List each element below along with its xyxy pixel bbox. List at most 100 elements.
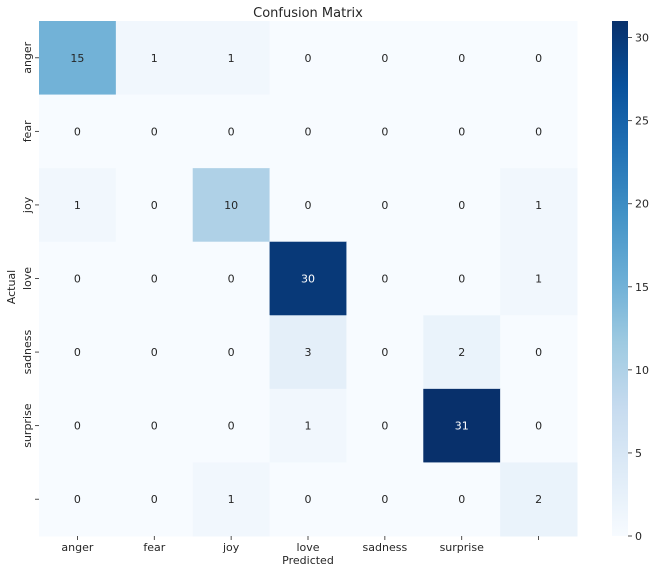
cell-value-label: 0 <box>151 199 158 212</box>
heatmap-cell <box>269 94 347 169</box>
heatmap-cell <box>346 388 424 463</box>
x-tick-label: joy <box>222 541 240 554</box>
heatmap-cell <box>192 94 271 169</box>
cell-value-label: 0 <box>228 273 235 286</box>
cell-value-label: 0 <box>74 125 81 138</box>
cell-value-label: 0 <box>381 346 388 359</box>
heatmap-cell <box>39 315 117 390</box>
y-axis-ticks: anger fear joy love sadness surprise <box>21 41 39 500</box>
cell-value-label: 0 <box>151 420 158 433</box>
x-tick-label: fear <box>143 541 165 554</box>
heatmap-cell <box>269 388 347 463</box>
cell-value-label: 0 <box>74 420 81 433</box>
heatmap-cell <box>269 168 347 243</box>
cell-value-label: 3 <box>305 346 312 359</box>
heatmap-cell <box>500 94 578 169</box>
cell-value-label: 0 <box>535 420 542 433</box>
x-tick-label: surprise <box>440 541 485 554</box>
heatmap-cell <box>423 462 501 537</box>
cell-value-label: 1 <box>228 52 235 65</box>
heatmap-cell <box>500 21 578 96</box>
cell-value-label: 0 <box>458 52 465 65</box>
colorbar-tick-label: 25 <box>635 115 649 128</box>
cell-value-label: 0 <box>305 125 312 138</box>
heatmap-cell <box>346 94 424 169</box>
cell-value-label: 0 <box>381 125 388 138</box>
cell-value-label: 0 <box>151 273 158 286</box>
heatmap-cell <box>346 241 424 316</box>
heatmap-cell <box>269 21 347 96</box>
y-axis-label: Actual <box>5 270 18 304</box>
cell-value-label: 31 <box>455 420 469 433</box>
heatmap-cell <box>500 388 578 463</box>
x-tick-label: love <box>296 541 319 554</box>
colorbar-tick-label: 5 <box>635 447 642 460</box>
y-tick-label: fear <box>21 120 34 142</box>
heatmap-cells: 15 1 1 0 0 0 00 0 0 0 0 0 01 0 10 0 0 0 10 0 0 30 0 0 10 0 0 3 0 2 00 0… <box>39 21 578 537</box>
cell-value-label: 1 <box>74 199 81 212</box>
heatmap-cell <box>192 388 271 463</box>
heatmap-cell <box>39 21 117 96</box>
cell-value-label: 0 <box>228 346 235 359</box>
cell-value-label: 2 <box>458 346 465 359</box>
heatmap-cell <box>346 315 424 390</box>
x-tick-label: sadness <box>363 541 408 554</box>
heatmap-cell <box>115 315 194 390</box>
heatmap-cell <box>39 388 117 463</box>
heatmap-cell <box>115 241 194 316</box>
cell-value-label: 0 <box>381 52 388 65</box>
heatmap-cell <box>346 462 424 537</box>
heatmap-cell <box>39 462 117 537</box>
x-axis-label: Predicted <box>282 554 334 567</box>
cell-value-label: 1 <box>305 420 312 433</box>
heatmap-cell <box>269 315 347 390</box>
heatmap-cell <box>346 21 424 96</box>
cell-value-label: 0 <box>458 199 465 212</box>
y-tick-label: love <box>21 267 34 290</box>
cell-value-label: 10 <box>224 199 238 212</box>
y-tick-label: joy <box>21 196 34 214</box>
heatmap-cell <box>115 168 194 243</box>
heatmap-cell <box>423 168 501 243</box>
cell-value-label: 0 <box>151 346 158 359</box>
colorbar-tick-label: 20 <box>635 198 649 211</box>
cell-value-label: 0 <box>458 125 465 138</box>
cell-value-label: 0 <box>151 493 158 506</box>
heatmap-cell <box>39 241 117 316</box>
cell-value-label: 0 <box>535 346 542 359</box>
heatmap-cell <box>192 168 271 243</box>
heatmap-cell <box>500 462 578 537</box>
y-tick-label: surprise <box>21 403 34 448</box>
heatmap-cell <box>115 21 194 96</box>
heatmap-cell <box>115 94 194 169</box>
cell-value-label: 1 <box>535 273 542 286</box>
colorbar-tick-label: 30 <box>635 32 649 45</box>
heatmap-cell <box>423 315 501 390</box>
cell-value-label: 0 <box>458 273 465 286</box>
cell-value-label: 0 <box>74 346 81 359</box>
heatmap-cell <box>39 168 117 243</box>
cell-value-label: 0 <box>305 52 312 65</box>
cell-value-label: 0 <box>381 420 388 433</box>
colorbar-tick-label: 0 <box>635 530 642 543</box>
cell-value-label: 0 <box>305 199 312 212</box>
chart-title: Confusion Matrix <box>253 6 363 21</box>
cell-value-label: 0 <box>305 493 312 506</box>
heatmap-cell <box>423 388 501 463</box>
cell-value-label: 0 <box>228 420 235 433</box>
heatmap-cell <box>500 315 578 390</box>
cell-value-label: 0 <box>151 125 158 138</box>
cell-value-label: 0 <box>74 493 81 506</box>
heatmap-cell <box>423 21 501 96</box>
cell-value-label: 0 <box>535 52 542 65</box>
cell-value-label: 0 <box>228 125 235 138</box>
heatmap-cell <box>115 462 194 537</box>
cell-value-label: 15 <box>70 52 84 65</box>
heatmap-cell <box>423 94 501 169</box>
colorbar-ticks: 0 5 10 15 20 25 30 <box>628 32 649 543</box>
heatmap-cell <box>192 241 271 316</box>
cell-value-label: 1 <box>228 493 235 506</box>
cell-value-label: 1 <box>535 199 542 212</box>
y-tick-label: anger <box>21 41 34 73</box>
